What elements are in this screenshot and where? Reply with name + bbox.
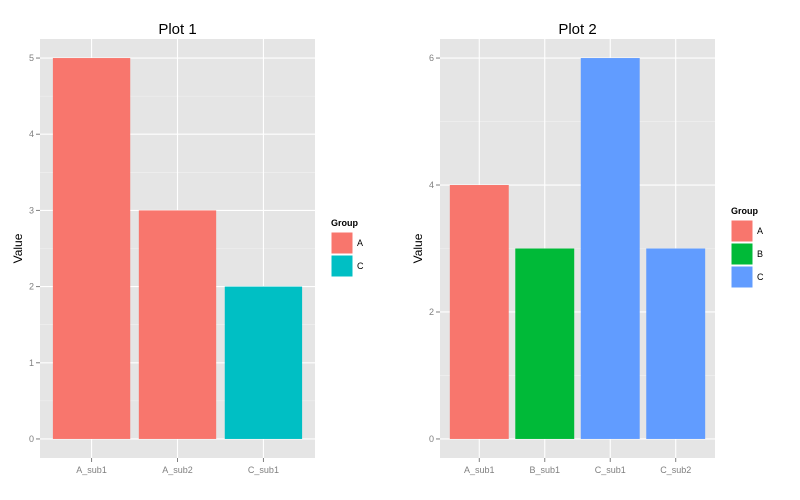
y-axis-label: Value [11,233,25,263]
y-tick-label: 2 [29,282,34,292]
bar-A_sub1 [449,185,509,439]
x-tick-label: B_sub1 [529,465,560,475]
y-tick-label: 0 [29,434,34,444]
legend-title: Group [731,206,758,216]
legend-label-B: B [757,249,763,259]
legend-label-A: A [357,238,363,248]
x-tick-label: C_sub1 [595,465,626,475]
x-tick-label: C_sub2 [660,465,691,475]
bar-A_sub1 [52,58,131,439]
x-tick-label: C_sub1 [248,465,279,475]
y-axis-label: Value [411,233,425,263]
plot-1: 0 1 2 3 4 5 A_sub1 A_sub2 C_sub1 Plot 1 Value Group… [11,21,364,475]
bar-C_sub2 [646,248,706,439]
x-tick-label: A_sub2 [162,465,193,475]
y-tick-label: 5 [29,53,34,63]
legend-key-A [730,219,754,243]
legend: Group A C [330,218,364,278]
plot-2: 0 2 4 6 A_sub1 B_sub1 C_sub1 C_sub2 Plot 2 Value G… [411,21,764,475]
legend-key-B [730,242,754,266]
bar-A_sub2 [138,210,217,439]
legend-label-C: C [357,261,364,271]
chart-title: Plot 1 [158,21,196,38]
y-tick-label: 0 [429,434,434,444]
chart-title: Plot 2 [558,21,596,38]
x-tick-label: A_sub1 [76,465,107,475]
legend-title: Group [331,218,358,228]
y-tick-label: 1 [29,358,34,368]
y-tick-label: 6 [429,53,434,63]
legend: Group A B C [730,206,764,289]
x-tick-label: A_sub1 [464,465,495,475]
legend-label-C: C [757,272,764,282]
legend-label-A: A [757,226,763,236]
y-tick-label: 3 [29,205,34,215]
bar-C_sub1 [224,286,303,439]
legend-key-C [730,265,754,289]
bar-C_sub1 [580,58,640,439]
bar-B_sub1 [515,248,575,439]
y-tick-label: 2 [429,307,434,317]
y-tick-label: 4 [429,180,434,190]
y-tick-label: 4 [29,129,34,139]
legend-key-A [330,231,354,255]
legend-key-C [330,254,354,278]
